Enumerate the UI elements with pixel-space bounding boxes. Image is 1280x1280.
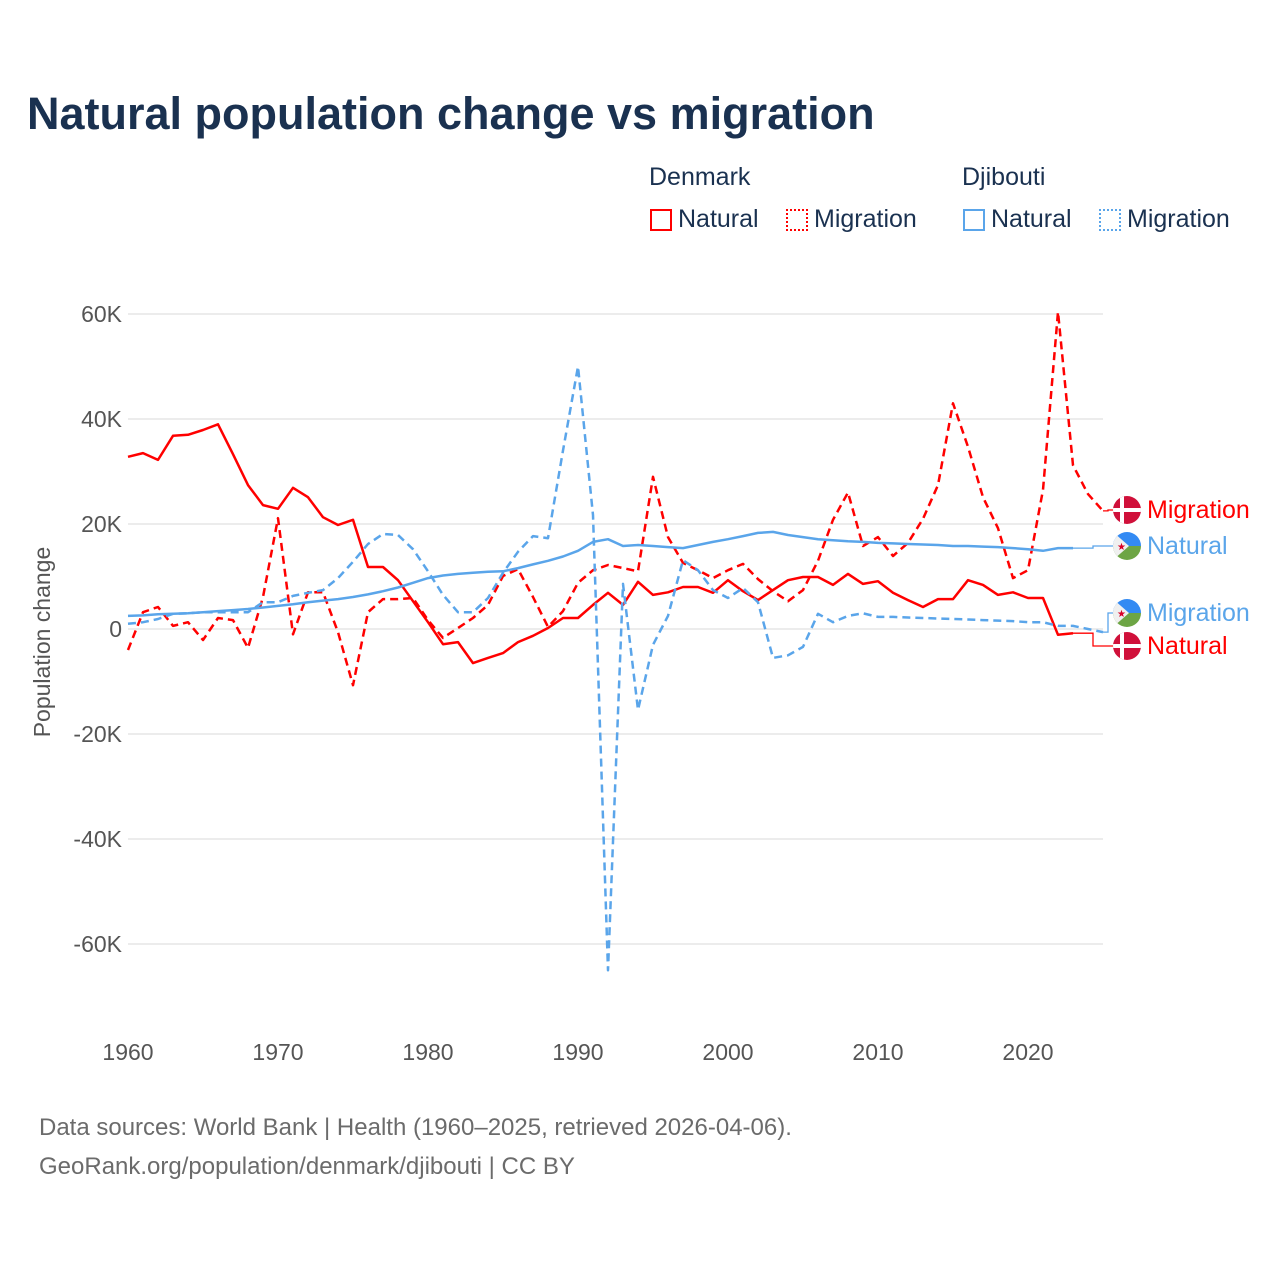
x-tick-label: 2010 [852, 1039, 903, 1065]
x-tick-label: 1990 [552, 1039, 603, 1065]
legend-denmark-migration[interactable]: Migration [786, 205, 917, 234]
legend-label: Natural [678, 205, 759, 233]
flag-body: ★ [1113, 532, 1141, 560]
legend-label: Migration [814, 205, 917, 233]
star-icon: ★ [1117, 542, 1126, 553]
flag-triangle [1113, 599, 1129, 627]
end-label: Natural [1147, 532, 1228, 560]
connector-line [1073, 632, 1113, 647]
flag-body: ★ [1113, 599, 1141, 627]
x-tick-label: 1980 [402, 1039, 453, 1065]
flag-djibouti-icon: ★ [1113, 532, 1141, 560]
legend-swatch-solid [650, 208, 672, 231]
end-label: Migration [1147, 599, 1250, 627]
y-tick-label: 20K [81, 511, 123, 537]
y-tick-label: -40K [73, 826, 122, 852]
flag-denmark-icon [1113, 632, 1141, 660]
y-tick-label: -20K [73, 721, 122, 747]
end-label: Natural [1147, 632, 1228, 660]
y-tick-label: -60K [73, 931, 122, 957]
series-line-djibouti-migration [127, 365, 1104, 972]
flag-denmark-icon [1113, 496, 1141, 524]
y-tick-label: 0 [109, 616, 122, 642]
series-line-djibouti-natural [127, 530, 1073, 618]
flag-body [1113, 496, 1141, 524]
legend-djibouti-natural[interactable]: Natural [963, 205, 1072, 234]
legend-swatch-dotted [1099, 208, 1121, 231]
series-line-denmark-migration [126, 310, 1104, 687]
y-tick-label: 60K [81, 301, 123, 327]
x-tick-label: 1970 [252, 1039, 303, 1065]
x-tick-label: 2000 [702, 1039, 753, 1065]
connector-line [1073, 545, 1113, 549]
x-tick-label: 2020 [1002, 1039, 1053, 1065]
flag-cross [1113, 508, 1141, 512]
legend-swatch-solid [963, 208, 985, 231]
y-axis-label: Population change [29, 547, 55, 738]
source-line-2: GeoRank.org/population/denmark/djibouti … [39, 1153, 575, 1180]
source-note: Data sources: World Bank | Health (1960–… [39, 1108, 792, 1186]
y-tick-label: 40K [81, 406, 123, 432]
legend-swatch-dotted [786, 208, 808, 231]
flag-cross [1113, 644, 1141, 648]
legend-group-djibouti: Djibouti [962, 163, 1046, 191]
legend-denmark-natural[interactable]: Natural [650, 205, 759, 234]
source-line-1: Data sources: World Bank | Health (1960–… [39, 1114, 792, 1141]
legend-label: Natural [991, 205, 1072, 233]
x-tick-label: 1960 [102, 1039, 153, 1065]
legend-djibouti-migration[interactable]: Migration [1099, 205, 1230, 234]
flag-djibouti-icon: ★ [1113, 599, 1141, 627]
chart-title: Natural population change vs migration [27, 88, 875, 139]
legend-group-denmark: Denmark [649, 163, 751, 191]
connector-line [1103, 612, 1113, 633]
flag-triangle [1113, 532, 1129, 560]
series-line-denmark-natural [127, 423, 1074, 665]
flag-body [1113, 632, 1141, 660]
legend-label: Migration [1127, 205, 1230, 233]
star-icon: ★ [1117, 609, 1126, 620]
end-label: Migration [1147, 496, 1250, 524]
connector-line [1103, 509, 1113, 512]
